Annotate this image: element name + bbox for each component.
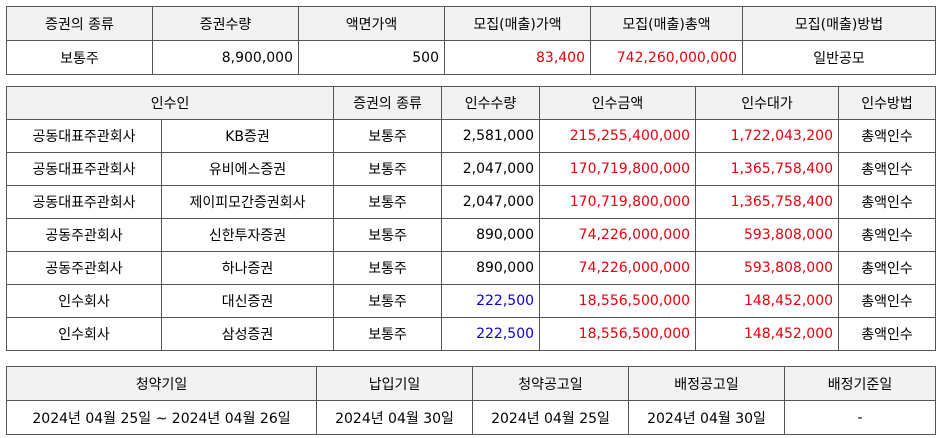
underwrite-amount: 170,719,800,000 — [540, 186, 696, 219]
security-kind: 보통주 — [334, 252, 442, 285]
underwriter-role: 인수회사 — [7, 318, 162, 351]
header-offer-method: 모집(매출)방법 — [743, 7, 936, 41]
header-subscription-notice-date: 청약공고일 — [473, 367, 629, 401]
header-payment-date: 납입기일 — [317, 367, 473, 401]
underwrite-method: 총액인수 — [839, 252, 936, 285]
underwrite-quantity: 2,047,000 — [442, 186, 540, 219]
underwrite-amount: 18,556,500,000 — [540, 318, 696, 351]
payment-date: 2024년 04월 30일 — [317, 401, 473, 435]
header-allotment-record-date: 배정기준일 — [785, 367, 936, 401]
security-quantity: 8,900,000 — [153, 41, 299, 75]
header-offer-price: 모집(매출)가액 — [445, 7, 591, 41]
underwriter-role: 인수회사 — [7, 285, 162, 318]
header-face-value: 액면가액 — [299, 7, 445, 41]
underwriter-role: 공동주관회사 — [7, 219, 162, 252]
underwriter-name: 삼성증권 — [162, 318, 334, 351]
underwriter-role: 공동주관회사 — [7, 252, 162, 285]
underwriter-name: KB증권 — [162, 120, 334, 153]
underwriter-role: 공동대표주관회사 — [7, 153, 162, 186]
table-row: 보통주 8,900,000 500 83,400 742,260,000,000… — [7, 41, 936, 75]
underwrite-fee: 1,365,758,400 — [696, 153, 839, 186]
underwriters-table: 인수인 증권의 종류 인수수량 인수금액 인수대가 인수방법 공동대표주관회사 … — [6, 86, 936, 351]
underwriter-role: 공동대표주관회사 — [7, 186, 162, 219]
table-row: 공동대표주관회사 유비에스증권 보통주 2,047,000 170,719,80… — [7, 153, 936, 186]
underwrite-method: 총액인수 — [839, 186, 936, 219]
underwrite-amount: 74,226,000,000 — [540, 252, 696, 285]
schedule-table: 청약기일 납입기일 청약공고일 배정공고일 배정기준일 2024년 04월 25… — [6, 366, 936, 435]
underwrite-quantity: 222,500 — [442, 285, 540, 318]
header-security-kind: 증권의 종류 — [334, 87, 442, 120]
subscription-notice-date: 2024년 04월 25일 — [473, 401, 629, 435]
underwrite-method: 총액인수 — [839, 120, 936, 153]
underwriter-name: 신한투자증권 — [162, 219, 334, 252]
underwrite-fee: 1,722,043,200 — [696, 120, 839, 153]
underwrite-method: 총액인수 — [839, 285, 936, 318]
offer-total: 742,260,000,000 — [591, 41, 743, 75]
underwrite-amount: 74,226,000,000 — [540, 219, 696, 252]
allotment-record-date: - — [785, 401, 936, 435]
table-header-row: 증권의 종류 증권수량 액면가액 모집(매출)가액 모집(매출)총액 모집(매출… — [7, 7, 936, 41]
header-underwriter: 인수인 — [7, 87, 334, 120]
header-security-quantity: 증권수량 — [153, 7, 299, 41]
table-row: 공동주관회사 신한투자증권 보통주 890,000 74,226,000,000… — [7, 219, 936, 252]
underwrite-quantity: 2,047,000 — [442, 153, 540, 186]
underwriter-name: 유비에스증권 — [162, 153, 334, 186]
table-row: 공동대표주관회사 제이피모간증권회사 보통주 2,047,000 170,719… — [7, 186, 936, 219]
underwriter-name: 하나증권 — [162, 252, 334, 285]
offering-summary-table: 증권의 종류 증권수량 액면가액 모집(매출)가액 모집(매출)총액 모집(매출… — [6, 6, 936, 75]
security-kind: 보통주 — [334, 318, 442, 351]
underwrite-quantity: 890,000 — [442, 252, 540, 285]
underwrite-fee: 148,452,000 — [696, 318, 839, 351]
header-underwrite-quantity: 인수수량 — [442, 87, 540, 120]
header-underwrite-method: 인수방법 — [839, 87, 936, 120]
underwriter-role: 공동대표주관회사 — [7, 120, 162, 153]
allotment-notice-date: 2024년 04월 30일 — [629, 401, 785, 435]
underwriter-name: 제이피모간증권회사 — [162, 186, 334, 219]
underwrite-fee: 593,808,000 — [696, 252, 839, 285]
underwrite-fee: 148,452,000 — [696, 285, 839, 318]
security-kind: 보통주 — [334, 186, 442, 219]
table-header-row: 인수인 증권의 종류 인수수량 인수금액 인수대가 인수방법 — [7, 87, 936, 120]
underwriter-name: 대신증권 — [162, 285, 334, 318]
table-row: 인수회사 대신증권 보통주 222,500 18,556,500,000 148… — [7, 285, 936, 318]
underwrite-amount: 215,255,400,000 — [540, 120, 696, 153]
security-kind: 보통주 — [7, 41, 153, 75]
underwrite-quantity: 890,000 — [442, 219, 540, 252]
table-row: 인수회사 삼성증권 보통주 222,500 18,556,500,000 148… — [7, 318, 936, 351]
header-security-kind: 증권의 종류 — [7, 7, 153, 41]
underwrite-fee: 593,808,000 — [696, 219, 839, 252]
security-kind: 보통주 — [334, 120, 442, 153]
offer-price: 83,400 — [445, 41, 591, 75]
header-subscription-period: 청약기일 — [7, 367, 317, 401]
underwrite-amount: 18,556,500,000 — [540, 285, 696, 318]
table-header-row: 청약기일 납입기일 청약공고일 배정공고일 배정기준일 — [7, 367, 936, 401]
table-row: 공동주관회사 하나증권 보통주 890,000 74,226,000,000 5… — [7, 252, 936, 285]
header-allotment-notice-date: 배정공고일 — [629, 367, 785, 401]
header-offer-total: 모집(매출)총액 — [591, 7, 743, 41]
subscription-period: 2024년 04월 25일 ~ 2024년 04월 26일 — [7, 401, 317, 435]
offer-method: 일반공모 — [743, 41, 936, 75]
security-kind: 보통주 — [334, 285, 442, 318]
underwrite-amount: 170,719,800,000 — [540, 153, 696, 186]
header-underwrite-amount: 인수금액 — [540, 87, 696, 120]
face-value: 500 — [299, 41, 445, 75]
table-row: 공동대표주관회사 KB증권 보통주 2,581,000 215,255,400,… — [7, 120, 936, 153]
underwrite-quantity: 222,500 — [442, 318, 540, 351]
security-kind: 보통주 — [334, 153, 442, 186]
underwrite-method: 총액인수 — [839, 318, 936, 351]
security-kind: 보통주 — [334, 219, 442, 252]
header-underwrite-fee: 인수대가 — [696, 87, 839, 120]
underwrite-method: 총액인수 — [839, 219, 936, 252]
underwrite-fee: 1,365,758,400 — [696, 186, 839, 219]
underwrite-quantity: 2,581,000 — [442, 120, 540, 153]
table-row: 2024년 04월 25일 ~ 2024년 04월 26일 2024년 04월 … — [7, 401, 936, 435]
underwrite-method: 총액인수 — [839, 153, 936, 186]
